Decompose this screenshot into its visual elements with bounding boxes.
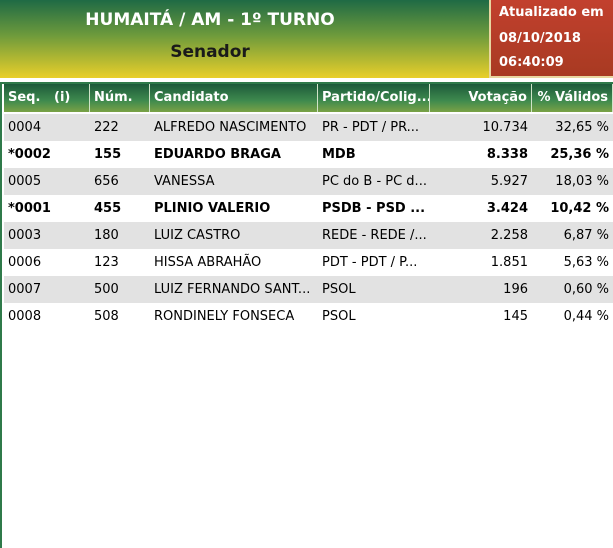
subtitle: Senador: [170, 42, 250, 62]
update-time: 06:40:09: [499, 55, 564, 70]
update-box: Atualizado em 08/10/2018 06:40:09: [489, 0, 613, 78]
update-label: Atualizado em: [499, 5, 604, 20]
cell: 145: [503, 309, 528, 324]
cell: 18,03 %: [555, 174, 609, 189]
cell: 180: [94, 228, 119, 243]
cell: 0006: [8, 255, 42, 270]
table-row: 0004 222 ALFREDO NASCIMENTO PR - PDT / PR..…: [4, 114, 613, 141]
cell: 222: [94, 120, 119, 135]
cell: 0,60 %: [563, 282, 609, 297]
cell: PR - PDT / PR...: [322, 120, 420, 135]
cell: Partido/Colig...: [318, 84, 430, 112]
cell: PSDB - PSD ...: [322, 201, 426, 216]
cell: 508: [94, 309, 119, 324]
cell: 5,63 %: [563, 255, 609, 270]
cell: PSOL: [322, 309, 356, 324]
cell: PDT - PDT / P...: [322, 255, 418, 270]
cell: LUIZ FERNANDO SANT...: [154, 282, 311, 297]
cell: 25,36 %: [550, 147, 609, 162]
table-row: *0001 455 PLINIO VALERIO PSDB - PSD ... 3.42…: [4, 195, 613, 222]
update-date: 08/10/2018: [499, 31, 581, 46]
cell: LUIZ CASTRO: [154, 228, 241, 243]
cell: 2.258: [490, 228, 528, 243]
cell: 32,65 %: [555, 120, 609, 135]
cell: RONDINELY FONSECA: [154, 309, 295, 324]
cell: PLINIO VALERIO: [154, 201, 271, 216]
cell: 123: [94, 255, 119, 270]
cell: MDB: [322, 147, 356, 162]
title: HUMAITÁ / AM - 1º TURNO: [85, 10, 335, 30]
cell: 0007: [8, 282, 42, 297]
table-row: *0002 155 EDUARDO BRAGA MDB 8.338 25,36 %: [4, 141, 613, 168]
cell: Seq. (i): [4, 84, 90, 112]
cell: 196: [503, 282, 528, 297]
cell: PSOL: [322, 282, 356, 297]
cell: 5.927: [490, 174, 528, 189]
cell: 155: [94, 147, 122, 162]
cell: REDE - REDE /...: [322, 228, 427, 243]
table-row: 0008 508 RONDINELY FONSECA PSOL 145 0,44 %: [4, 303, 613, 330]
cell: PC do B - PC d...: [322, 174, 427, 189]
cell: Núm.: [90, 84, 150, 112]
cell: 500: [94, 282, 119, 297]
cell: 8.338: [486, 147, 528, 162]
cell: HISSA ABRAHÃO: [154, 255, 262, 270]
cell: EDUARDO BRAGA: [154, 147, 281, 162]
cell: 0005: [8, 174, 42, 189]
table-row: 0007 500 LUIZ FERNANDO SANT... PSOL 196 0,60 …: [4, 276, 613, 303]
table-row: 0003 180 LUIZ CASTRO REDE - REDE /... 2.258 6…: [4, 222, 613, 249]
header-row[interactable]: Seq. (i) Núm. Candidato Partido/Colig... Vot…: [4, 84, 613, 112]
cell: ALFREDO NASCIMENTO: [154, 120, 307, 135]
cell: 0008: [8, 309, 42, 324]
table-row: 0005 656 VANESSA PC do B - PC d... 5.927 18,0…: [4, 168, 613, 195]
cell: 3.424: [486, 201, 528, 216]
cell: 0004: [8, 120, 42, 135]
cell: Votação: [430, 84, 532, 112]
cell: 656: [94, 174, 119, 189]
cell: 6,87 %: [563, 228, 609, 243]
cell: VANESSA: [154, 174, 215, 189]
cell: 10.734: [482, 120, 529, 135]
cell: Candidato: [150, 84, 318, 112]
cell: 0003: [8, 228, 42, 243]
cell: 0,44 %: [563, 309, 609, 324]
table-row: 0006 123 HISSA ABRAHÃO PDT - PDT / P... 1.85…: [4, 249, 613, 276]
cell: % Válidos: [532, 84, 613, 112]
cell: 10,42 %: [550, 201, 609, 216]
cell: *0001: [8, 201, 51, 216]
cell: 1.851: [490, 255, 528, 270]
cell: *0002: [8, 147, 51, 162]
cell: 455: [94, 201, 122, 216]
results-table: Seq. (i) Núm. Candidato Partido/Colig... Vot…: [0, 82, 613, 548]
